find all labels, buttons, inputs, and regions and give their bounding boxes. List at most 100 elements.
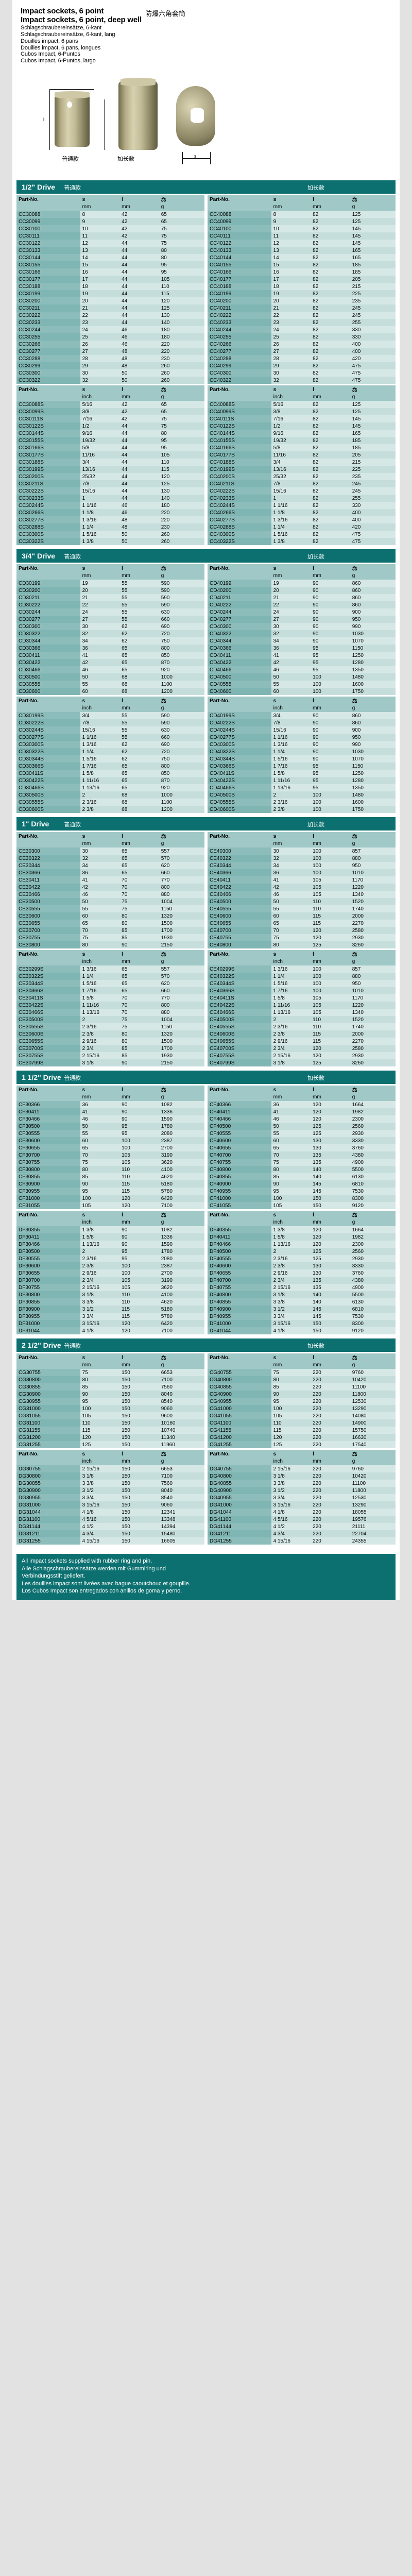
table-row: CE30799S 3 1/8 90 2150 — [16, 1059, 204, 1067]
cell-weight: 1740 — [350, 1023, 396, 1031]
cell-l: 120 — [119, 1320, 159, 1328]
cell-s: 1 3/16 — [271, 516, 311, 524]
cell-s: 23 — [80, 319, 120, 327]
cell-weight: 260 — [159, 538, 204, 546]
cell-part-no: DG40800 — [208, 1472, 271, 1480]
cell-s: 5/16 — [80, 401, 120, 409]
col-header-s: s — [80, 950, 120, 959]
cell-l: 220 — [311, 1405, 350, 1413]
table-row: CC40088 8 82 125 — [208, 211, 396, 218]
table-row: CE30755S 2 15/16 85 1930 — [16, 1052, 204, 1060]
cell-weight: 8040 — [159, 1487, 204, 1495]
cell-l: 82 — [311, 401, 350, 409]
table-row: CC40155 15 82 185 — [208, 261, 396, 269]
table-row: CD30555S 2 3/16 68 1100 — [16, 799, 204, 806]
cell-weight: 110 — [159, 459, 204, 466]
table-row: CC40122S 1/2 82 145 — [208, 422, 396, 430]
table-row: DG31144 4 1/2 150 14394 — [16, 1523, 204, 1531]
cell-l: 220 — [311, 1427, 350, 1434]
cell-weight: 1590 — [159, 1115, 204, 1123]
cell-part-no: CC30188S — [16, 459, 80, 466]
cell-weight: 2150 — [159, 1059, 204, 1067]
table-row: CF30555 55 95 2080 — [16, 1130, 204, 1138]
col-header-weight: ⚖ — [159, 832, 204, 841]
cell-s: 25/32 — [80, 473, 120, 481]
col-unit-0 — [16, 1094, 80, 1101]
table-pair: Part-No. s l ⚖ mm mm g CG30755 75 150 6653 CG30800 8… — [16, 1353, 396, 1449]
cell-weight: 7100 — [159, 1472, 204, 1480]
table-row: CD30411 41 65 850 — [16, 652, 204, 659]
cell-l: 90 — [311, 594, 350, 602]
cell-weight: 860 — [350, 587, 396, 595]
cell-part-no: DG30755 — [16, 1465, 80, 1473]
cell-s: 1 1/4 — [80, 748, 120, 756]
table-row: CC40300 30 82 475 — [208, 369, 396, 377]
cell-part-no: CG41155 — [208, 1427, 271, 1434]
cell-part-no: CC30277S — [16, 516, 80, 524]
cell-part-no: CC30122 — [16, 240, 80, 247]
table-row: DG31000 3 15/16 150 9060 — [16, 1501, 204, 1509]
socket-table: Part-No. s l ⚖ mm mm g CE30300 30 65 557 CE30322 32 6… — [16, 832, 204, 949]
cell-l: 55 — [119, 580, 159, 587]
cell-part-no: CD40277S — [208, 734, 271, 741]
table-row: CD30199S 3/4 55 590 — [16, 712, 204, 720]
cell-l: 105 — [119, 1284, 159, 1292]
table-pair: Part-No. s l ⚖ inch mm g DG30755 2 15/16 150 6653 D… — [16, 1450, 396, 1545]
socket-deepwell-collar — [121, 78, 156, 87]
cell-l: 150 — [119, 1480, 159, 1487]
cell-weight: 660 — [159, 987, 204, 995]
cell-l: 55 — [119, 616, 159, 623]
cell-weight: 857 — [350, 965, 396, 973]
cell-weight: 1280 — [350, 659, 396, 667]
table-row: CC30300 30 50 260 — [16, 369, 204, 377]
cell-weight: 475 — [350, 369, 396, 377]
drive-size-label: 2 1/2" Drive — [22, 1341, 61, 1350]
cell-part-no: CC40155S — [208, 437, 271, 445]
table-row: CG31200 120 150 11340 — [16, 1434, 204, 1442]
col-unit-1: mm — [80, 1362, 120, 1369]
cell-part-no: CF40411 — [208, 1108, 271, 1116]
cell-part-no: CC30299 — [16, 362, 80, 370]
cell-weight: 15480 — [159, 1530, 204, 1538]
table-row: CE30700S 2 3/4 85 1700 — [16, 1045, 204, 1053]
table-row: CD40411S 1 5/8 95 1250 — [208, 770, 396, 777]
cell-l: 90 — [119, 1233, 159, 1241]
cell-part-no: CC40322 — [208, 377, 271, 384]
table-row: DF40755 2 15/16 135 4900 — [208, 1284, 396, 1292]
table-row: DF30600 2 3/8 100 2387 — [16, 1262, 204, 1270]
col-header-weight: ⚖ — [350, 385, 396, 395]
col-header-part: Part-No. — [208, 1211, 271, 1220]
col-unit-1: mm — [271, 841, 311, 848]
cell-weight: 10160 — [159, 1419, 204, 1427]
cell-part-no: CC30322S — [16, 538, 80, 546]
cell-weight: 9760 — [350, 1369, 396, 1377]
cell-l: 82 — [311, 377, 350, 384]
cell-s: 11 — [80, 232, 120, 240]
cell-l: 220 — [311, 1494, 350, 1502]
col-unit-0 — [208, 841, 271, 848]
cell-s: 80 — [271, 1376, 311, 1384]
cell-weight: 75 — [159, 422, 204, 430]
table-row: CF40555 55 125 2930 — [208, 1130, 396, 1138]
cell-l: 95 — [311, 762, 350, 770]
cell-s: 1 5/16 — [80, 755, 120, 763]
cell-s: 2 15/16 — [80, 1284, 120, 1292]
cell-s: 2 9/16 — [80, 1269, 120, 1277]
table-row: DF30900 3 1/2 115 5180 — [16, 1306, 204, 1313]
cell-s: 50 — [80, 898, 120, 906]
table-row: CE30655S 2 9/16 80 1500 — [16, 1038, 204, 1045]
cell-s: 100 — [80, 1195, 120, 1202]
cell-s: 25/32 — [271, 473, 311, 481]
cell-l: 150 — [119, 1537, 159, 1545]
table-row: CE30299S 1 3/16 65 557 — [16, 965, 204, 973]
cell-l: 150 — [119, 1501, 159, 1509]
col-unit-2: mm — [311, 573, 350, 580]
cell-s: 7/16 — [80, 415, 120, 423]
cell-part-no: CE40411 — [208, 876, 271, 884]
cell-weight: 2300 — [350, 1241, 396, 1248]
table-row: CE40600 60 115 2000 — [208, 912, 396, 920]
col-unit-0 — [208, 1459, 271, 1466]
cell-weight: 880 — [159, 1009, 204, 1016]
cell-weight: 1740 — [350, 905, 396, 913]
cell-l: 90 — [311, 587, 350, 595]
